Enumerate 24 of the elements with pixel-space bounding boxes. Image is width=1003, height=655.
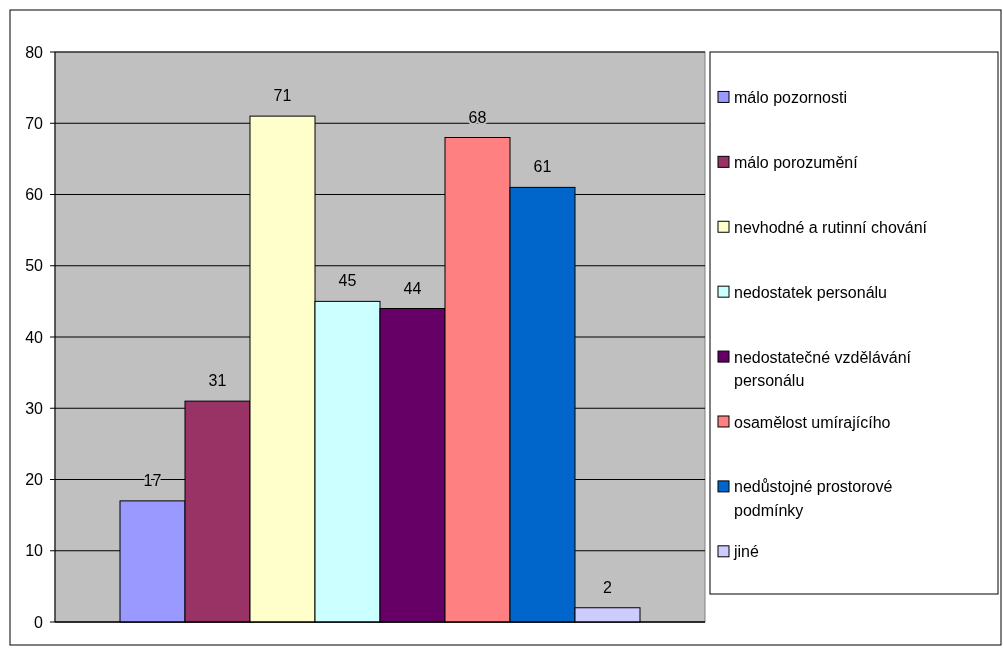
legend-label: nevhodné a rutinní chování xyxy=(734,218,928,236)
y-tick-label: 50 xyxy=(25,257,44,275)
legend-label: osamělost umírajícího xyxy=(734,413,891,431)
y-tick-label: 60 xyxy=(25,186,44,204)
data-label: 71 xyxy=(273,87,292,105)
y-tick-label: 20 xyxy=(25,471,44,489)
data-label: 68 xyxy=(468,108,487,126)
y-tick-label: 10 xyxy=(25,542,44,560)
data-label: 2 xyxy=(603,578,613,596)
legend-label: málo porozumění xyxy=(734,153,859,171)
data-label: 45 xyxy=(338,272,357,290)
y-tick-label: 40 xyxy=(25,328,44,346)
data-label: 61 xyxy=(533,158,552,176)
y-tick-label: 80 xyxy=(25,43,44,61)
y-tick-label: 0 xyxy=(34,613,44,631)
legend-label: nedostatek personálu xyxy=(734,283,887,301)
legend-label: jiné xyxy=(733,543,760,561)
data-label: 44 xyxy=(403,279,422,297)
legend-label: málo pozornosti xyxy=(734,89,847,107)
y-tick-label: 30 xyxy=(25,399,44,417)
y-tick-label: 70 xyxy=(25,114,44,132)
data-label: 31 xyxy=(208,372,227,390)
legend-label: nedůstojné prostorové podmínky xyxy=(734,478,893,519)
legend-label: nedostatečné vzdělávání personálu xyxy=(734,348,912,389)
